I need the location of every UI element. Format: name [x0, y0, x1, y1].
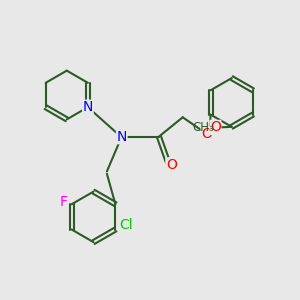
- Text: O: O: [201, 127, 212, 141]
- Text: CH₃: CH₃: [192, 121, 214, 134]
- Text: N: N: [83, 100, 93, 114]
- Text: O: O: [166, 158, 177, 172]
- Text: Cl: Cl: [119, 218, 133, 232]
- Text: F: F: [59, 195, 67, 209]
- Text: O: O: [210, 120, 221, 134]
- Text: N: N: [117, 130, 127, 144]
